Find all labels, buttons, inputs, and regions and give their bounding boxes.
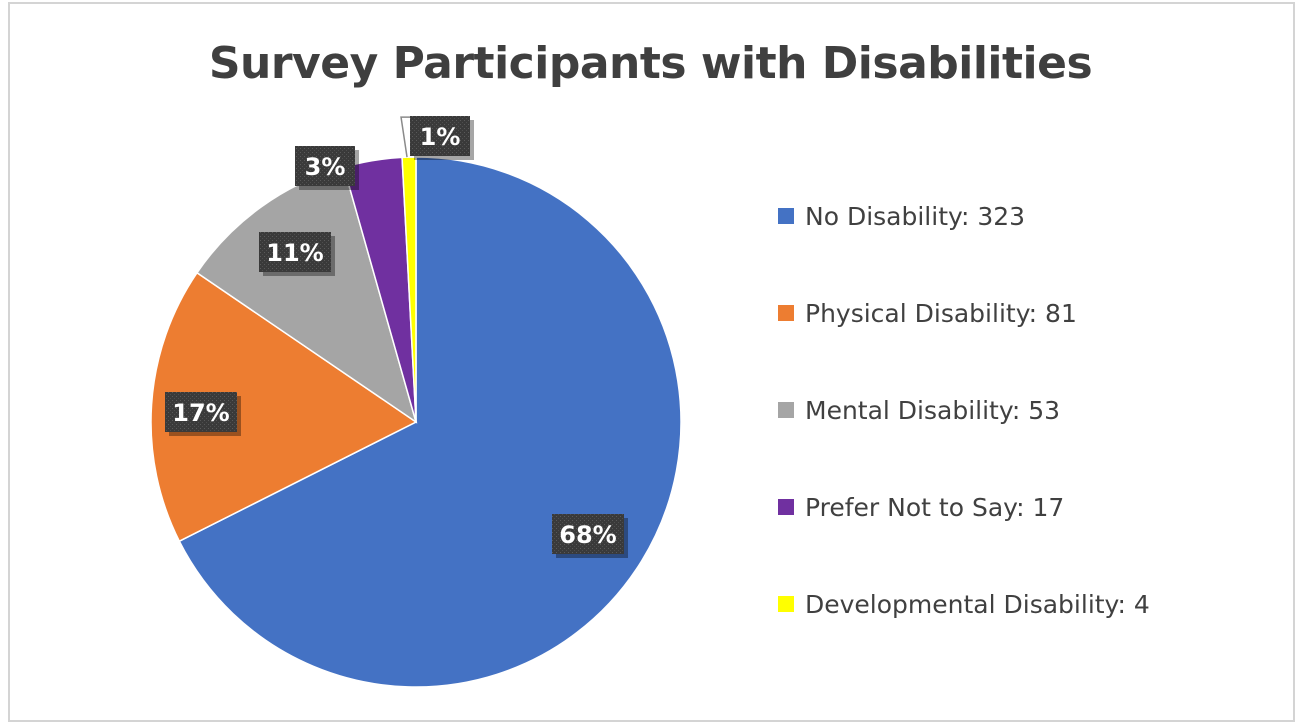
- pie-slice: [150, 271, 418, 543]
- data-label-text: 1%: [420, 123, 461, 151]
- data-label: 68%: [552, 514, 628, 558]
- data-label-text: 3%: [305, 153, 346, 181]
- leader-line: [400, 116, 415, 158]
- legend-swatch: [778, 596, 794, 612]
- pie-slice: [401, 156, 417, 423]
- data-label: 11%: [259, 232, 335, 276]
- data-label-box: [259, 232, 331, 272]
- legend-item: Physical Disability: 81: [778, 293, 1150, 333]
- legend-swatch: [778, 208, 794, 224]
- data-label-box: [165, 392, 237, 432]
- legend-label: Physical Disability: 81: [805, 298, 1077, 328]
- legend-swatch: [778, 305, 794, 321]
- data-label-box: [410, 116, 470, 156]
- legend-label: No Disability: 323: [805, 201, 1026, 231]
- data-label: 3%: [295, 146, 359, 190]
- legend-label: Developmental Disability: 4: [805, 589, 1150, 619]
- data-label: 1%: [410, 116, 474, 160]
- legend-item: Mental Disability: 53: [778, 390, 1150, 430]
- legend-swatch: [778, 402, 794, 418]
- legend-item: Developmental Disability: 4: [778, 584, 1150, 624]
- legend-item: Prefer Not to Say: 17: [778, 487, 1150, 527]
- data-label-box: [552, 514, 624, 554]
- legend-label: Prefer Not to Say: 17: [805, 492, 1065, 522]
- legend-label: Mental Disability: 53: [805, 395, 1061, 425]
- legend-item: No Disability: 323: [778, 196, 1150, 236]
- legend: No Disability: 323 Physical Disability: …: [778, 196, 1150, 681]
- chart-title: Survey Participants with Disabilities: [208, 38, 1093, 89]
- data-label-text: 68%: [559, 521, 616, 549]
- pie-chart: 68% 17% 11% 3% 1%: [150, 116, 682, 688]
- data-label-text: 17%: [172, 399, 229, 427]
- data-label-text: 11%: [266, 239, 323, 267]
- data-label: 17%: [165, 392, 241, 436]
- pie-slice: [178, 156, 682, 688]
- data-label-box: [295, 146, 355, 186]
- legend-swatch: [778, 499, 794, 515]
